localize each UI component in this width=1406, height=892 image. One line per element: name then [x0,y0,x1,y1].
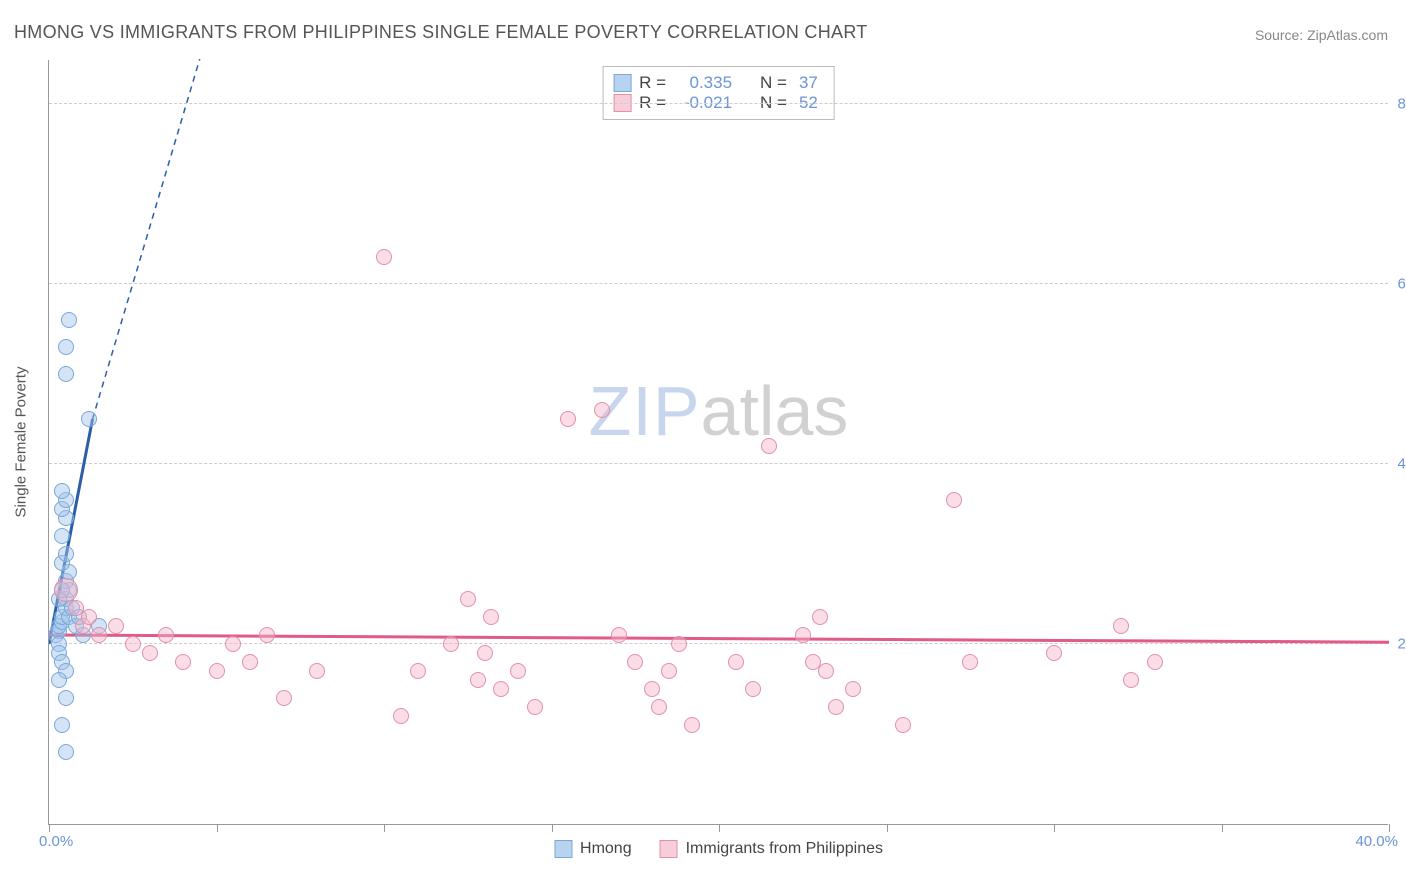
data-point [54,483,70,499]
x-tick [552,824,553,832]
data-point [175,654,191,670]
data-point [477,645,493,661]
x-tick [887,824,888,832]
data-point [962,654,978,670]
data-point [812,609,828,625]
data-point [527,699,543,715]
data-point [58,744,74,760]
data-point [470,672,486,688]
x-tick [1389,824,1390,832]
x-tick [1054,824,1055,832]
data-point [644,681,660,697]
data-point [627,654,643,670]
data-point [259,627,275,643]
chart-container: HMONG VS IMMIGRANTS FROM PHILIPPINES SIN… [0,0,1406,892]
x-tick [719,824,720,832]
x-tick [384,824,385,832]
data-point [594,402,610,418]
data-point [493,681,509,697]
data-point [483,609,499,625]
data-point [54,578,78,602]
data-point [761,438,777,454]
data-point [376,249,392,265]
data-point [58,366,74,382]
data-point [560,411,576,427]
data-point [895,717,911,733]
source-label: Source: ZipAtlas.com [1255,27,1388,43]
data-point [58,690,74,706]
data-point [460,591,476,607]
data-point [125,636,141,652]
data-point [946,492,962,508]
x-axis-end-label: 40.0% [1355,833,1398,850]
data-point [91,627,107,643]
regression-line-extension [93,59,200,419]
data-point [1123,672,1139,688]
data-point [818,663,834,679]
data-point [142,645,158,661]
data-point [443,636,459,652]
data-point [209,663,225,679]
data-point [661,663,677,679]
data-point [276,690,292,706]
data-point [54,717,70,733]
y-axis-title: Single Female Poverty [13,367,30,518]
data-point [58,546,74,562]
data-point [611,627,627,643]
chart-title: HMONG VS IMMIGRANTS FROM PHILIPPINES SIN… [14,22,868,43]
y-tick-label: 40.0% [1397,456,1406,473]
data-point [393,708,409,724]
data-point [845,681,861,697]
data-point [410,663,426,679]
data-point [61,312,77,328]
data-point [651,699,667,715]
y-tick-label: 60.0% [1397,276,1406,293]
x-axis-start-label: 0.0% [39,833,73,850]
x-tick [49,824,50,832]
data-point [242,654,258,670]
regression-line [49,635,1389,642]
x-tick [1222,824,1223,832]
plot-area: ZIPatlas Single Female Poverty 0.0% 40.0… [48,60,1388,825]
data-point [158,627,174,643]
legend-label: Immigrants from Philippines [686,840,883,858]
data-point [1113,618,1129,634]
swatch-icon [554,840,572,858]
legend-item: Hmong [554,840,632,858]
data-point [745,681,761,697]
data-point [795,627,811,643]
data-point [684,717,700,733]
regression-layer [49,59,1389,824]
y-tick-label: 80.0% [1397,96,1406,113]
data-point [510,663,526,679]
data-point [1147,654,1163,670]
data-point [828,699,844,715]
legend-item: Immigrants from Philippines [660,840,883,858]
data-point [309,663,325,679]
x-tick [217,824,218,832]
swatch-icon [660,840,678,858]
data-point [81,609,97,625]
data-point [81,411,97,427]
data-point [51,672,67,688]
y-tick-label: 20.0% [1397,636,1406,653]
data-point [225,636,241,652]
data-point [108,618,124,634]
legend-label: Hmong [580,840,632,858]
data-point [58,339,74,355]
legend: Hmong Immigrants from Philippines [554,840,883,858]
data-point [1046,645,1062,661]
data-point [671,636,687,652]
data-point [728,654,744,670]
data-point [54,528,70,544]
